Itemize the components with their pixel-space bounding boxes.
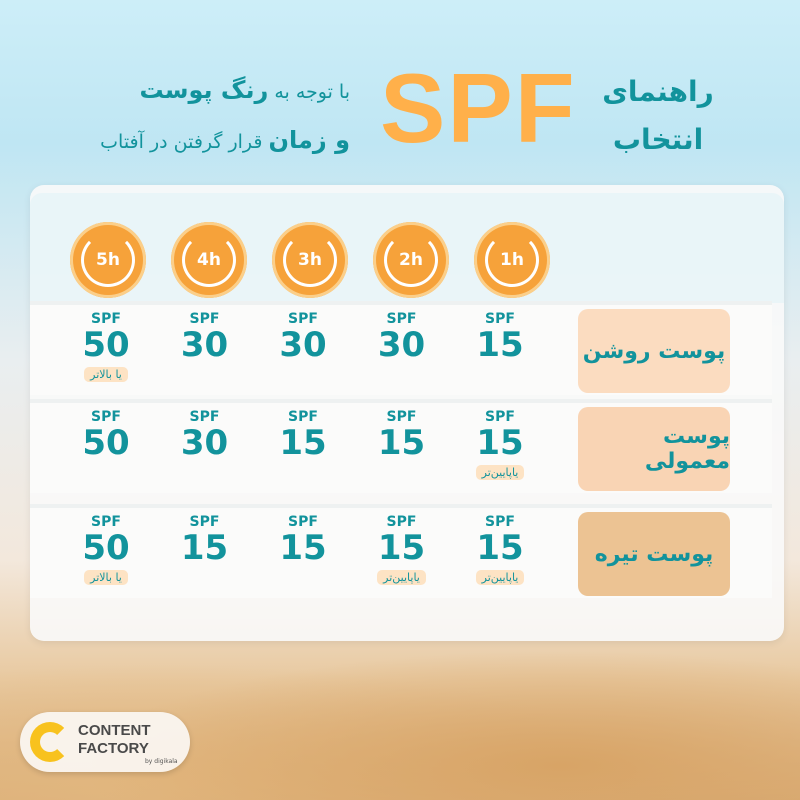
spf-label: SPF: [386, 514, 417, 530]
spf-value: 15: [377, 528, 426, 568]
spf-value: 15: [476, 423, 524, 463]
spf-value: 15: [476, 325, 524, 365]
spf-value: 30: [377, 325, 426, 365]
clock-icon: 3h: [272, 222, 348, 298]
spf-value: 15: [476, 528, 524, 568]
hour-label: 2h: [384, 233, 438, 287]
logo-by: by digikala: [145, 758, 178, 765]
spf-value: 15: [279, 528, 327, 568]
spf-label: SPF: [386, 409, 417, 425]
subtitle-text: با توجه به: [268, 81, 350, 103]
skin-type-label: پوست روشن: [578, 309, 730, 393]
spf-label: SPF: [485, 409, 515, 425]
spf-note: یا بالاتر: [84, 570, 128, 585]
spf-cell: SPF 15: [354, 409, 450, 480]
subtitle-text: قرار گرفتن در آفتاب: [100, 131, 269, 153]
title-line1: راهنمای: [602, 75, 714, 108]
spf-label: SPF: [189, 311, 220, 327]
spf-label: SPF: [91, 514, 121, 530]
hour-label: 5h: [81, 233, 135, 287]
table-row: پوست معمولی SPF 15 یاپایین‌تر SPF 15 SPF 15 SPF 3…: [30, 399, 772, 493]
hour-label: 4h: [182, 233, 236, 287]
spf-value: 30: [180, 423, 229, 463]
spf-note: یاپایین‌تر: [475, 465, 525, 480]
spf-cell: SPF 15 یاپایین‌تر: [452, 409, 548, 480]
clock-icon: 2h: [373, 222, 449, 298]
spf-label: SPF: [485, 311, 515, 327]
spf-value: 15: [377, 423, 426, 463]
spf-note: یا بالاتر: [84, 367, 128, 382]
clock-icon: 5h: [70, 222, 146, 298]
spf-note: یاپایین‌تر: [377, 570, 426, 585]
title: راهنمای انتخاب: [588, 68, 728, 164]
spf-heading: SPF: [380, 53, 577, 163]
title-line2: انتخاب: [612, 123, 704, 156]
spf-value: 50: [82, 325, 130, 365]
spf-value: 50: [82, 528, 130, 568]
spf-cell: SPF 30: [255, 311, 351, 382]
spf-label: SPF: [189, 514, 220, 530]
spf-cell: SPF 15: [255, 514, 351, 585]
spf-cell: SPF 15 یاپایین‌تر: [354, 514, 450, 585]
spf-label: SPF: [485, 514, 515, 530]
logo-c-icon: [30, 722, 70, 762]
spf-cell: SPF 50 یا بالاتر: [58, 514, 154, 585]
table-row: پوست تیره SPF 15 یاپایین‌تر SPF 15 یاپایین‌تر S…: [30, 504, 772, 598]
spf-cell: SPF 50 یا بالاتر: [58, 311, 154, 382]
spf-cell: SPF 15: [452, 311, 548, 382]
spf-label: SPF: [288, 409, 318, 425]
hour-label: 1h: [485, 233, 539, 287]
spf-cell: SPF 30: [157, 311, 253, 382]
spf-cell: SPF 15: [255, 409, 351, 480]
clock-icon: 4h: [171, 222, 247, 298]
spf-label: SPF: [91, 311, 121, 327]
hour-label: 3h: [283, 233, 337, 287]
content-factory-logo: CONTENT FACTORY by digikala: [20, 712, 190, 772]
spf-value: 15: [180, 528, 229, 568]
spf-label: SPF: [288, 311, 318, 327]
logo-line1: CONTENT: [78, 722, 151, 739]
spf-label: SPF: [288, 514, 318, 530]
spf-cell: SPF 15 یاپایین‌تر: [452, 514, 548, 585]
table-row: پوست روشن SPF 15 SPF 30 SPF 30 SPF 30 SPF 50 یا بال…: [30, 301, 772, 395]
hour-header: 1h 2h 3h 4h 5h: [70, 222, 550, 298]
spf-cell: SPF 50: [58, 409, 154, 480]
spf-cell: SPF 15: [157, 514, 253, 585]
spf-value: 30: [279, 325, 327, 365]
subtitle-bold: رنگ پوست: [139, 76, 269, 104]
spf-cell: SPF 30: [157, 409, 253, 480]
spf-label: SPF: [386, 311, 417, 327]
spf-value: 15: [279, 423, 327, 463]
skin-type-label: پوست تیره: [578, 512, 730, 596]
logo-line2: FACTORY: [78, 740, 149, 757]
spf-value: 30: [180, 325, 229, 365]
subtitle-bold: و زمان: [268, 126, 350, 154]
spf-value: 50: [82, 423, 130, 463]
subtitle: با توجه به رنگ پوست و زمان قرار گرفتن در…: [60, 66, 350, 166]
clock-icon: 1h: [474, 222, 550, 298]
spf-note: یاپایین‌تر: [475, 570, 525, 585]
spf-label: SPF: [91, 409, 121, 425]
skin-type-label: پوست معمولی: [578, 407, 730, 491]
spf-cell: SPF 30: [354, 311, 450, 382]
spf-label: SPF: [189, 409, 220, 425]
